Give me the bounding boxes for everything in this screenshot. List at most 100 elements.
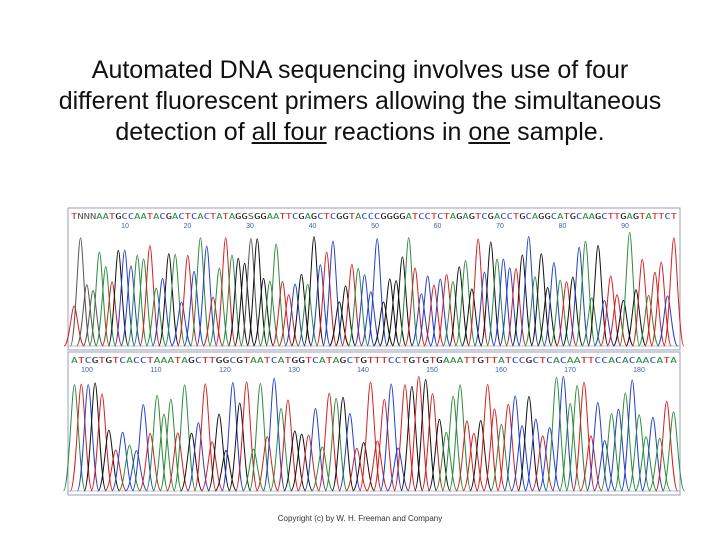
trace-peak (133, 258, 155, 347)
trace-peak (407, 376, 431, 492)
trace-peak (365, 440, 389, 492)
trace-peak (613, 392, 637, 492)
trace-peak (517, 396, 541, 492)
trace-peak (265, 243, 287, 347)
trace-peak (186, 422, 210, 492)
trace-peak (180, 432, 204, 492)
trace-peak (593, 440, 617, 492)
base-sequence: TNNNAATGCCAATACGACTCACTATAGGSGGAATTCGAGC… (71, 212, 677, 221)
position-number: 130 (288, 367, 300, 374)
trace-peak (303, 236, 325, 347)
title-text: reactions in (326, 118, 469, 146)
position-number: 170 (564, 367, 576, 374)
trace-peak (386, 447, 410, 492)
trace-peak (331, 396, 355, 492)
trace-peak (372, 301, 395, 347)
trace-peak (173, 384, 197, 492)
trace-peak (107, 249, 129, 347)
trace-peak (462, 432, 486, 492)
trace-peak (297, 434, 321, 492)
title-text: sample. (510, 118, 605, 146)
position-number: 90 (621, 223, 629, 230)
trace-peak (189, 237, 211, 347)
position-number: 10 (121, 223, 129, 230)
trace-peak (663, 237, 685, 347)
underlined-text: all four (251, 118, 327, 146)
trace-peak (262, 377, 286, 492)
trace-peak (644, 271, 666, 347)
trace-peak (63, 305, 85, 347)
trace-peak (88, 251, 110, 347)
trace-peak (202, 296, 224, 347)
copyright: Copyright (c) by W. H. Freeman and Compa… (278, 514, 443, 523)
trace-peak (531, 435, 555, 492)
position-number: 180 (633, 367, 645, 374)
position-number: 100 (81, 367, 93, 374)
trace-peak (619, 231, 641, 347)
trace-peak (139, 245, 161, 347)
position-number: 60 (434, 223, 442, 230)
trace-peak (215, 237, 237, 347)
trace-peak (83, 382, 107, 492)
trace-peak (511, 254, 533, 347)
trace-peak (620, 379, 644, 492)
title-text: Automated DNA sequencing involves use of… (91, 56, 629, 84)
trace-peak (568, 246, 590, 347)
position-number: 120 (219, 367, 231, 374)
trace-peak (544, 376, 568, 492)
trace-peak (214, 450, 238, 492)
trace-peak (543, 262, 565, 347)
trace-peak (587, 244, 609, 347)
trace-peak (421, 393, 445, 492)
position-number: 50 (371, 223, 379, 230)
trace-peak (118, 444, 142, 492)
trace-peak (648, 437, 672, 492)
chromatogram-panel: TNNNAATGCCAATACGACTCACTATAGGSGGAATTCGAGC… (63, 207, 685, 351)
trace-peak (255, 436, 279, 492)
trace-peak (385, 280, 407, 347)
trace-peak (76, 284, 98, 347)
trace-peak (152, 413, 176, 492)
trace-peak (655, 400, 679, 492)
position-number: 40 (309, 223, 317, 230)
trace-peak (240, 238, 262, 347)
trace-peak (448, 266, 470, 347)
trace-peak (638, 294, 660, 347)
trace-peak (324, 397, 348, 492)
trace-peak (631, 258, 653, 347)
trace-peak (145, 287, 167, 347)
trace-peak (480, 241, 502, 347)
trace-peak (538, 426, 562, 492)
underlined-text: one (468, 118, 511, 146)
trace-peak (448, 384, 472, 492)
trace-peak (572, 381, 596, 492)
trace-peak (656, 295, 679, 347)
trace-peak (193, 383, 217, 492)
trace-peak (353, 274, 376, 347)
trace-peak (252, 278, 275, 347)
trace-peak (276, 399, 300, 492)
trace-peak (158, 253, 180, 347)
trace-peak (496, 403, 520, 492)
trace-peak (347, 267, 369, 347)
trace-peak (662, 411, 686, 492)
position-number: 80 (559, 223, 567, 230)
trace-peak (441, 395, 465, 492)
position-number: 150 (426, 367, 438, 374)
trace-peak (565, 385, 589, 492)
trace-peak (82, 289, 104, 347)
trace-peak (269, 407, 293, 492)
position-number: 110 (150, 367, 161, 374)
trace-peak (196, 245, 218, 347)
trace-peak (316, 251, 338, 347)
trace-peak (551, 375, 575, 492)
position-number: 30 (246, 223, 254, 230)
title-line: detection of all four reactions in one s… (0, 117, 720, 148)
title-line: different fluorescent primers allowing t… (0, 86, 720, 117)
trace-peak (366, 238, 388, 347)
trace-peak (518, 235, 540, 347)
position-number: 20 (184, 223, 192, 230)
